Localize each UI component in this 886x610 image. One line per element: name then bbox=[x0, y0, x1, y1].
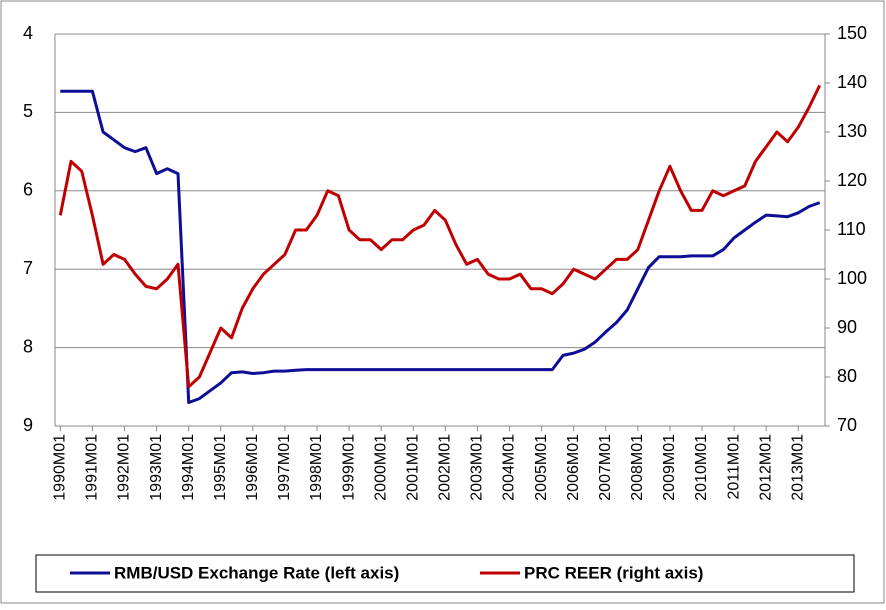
x-tick-label: 1991M01 bbox=[84, 434, 101, 501]
y2-tick-label: 150 bbox=[837, 23, 867, 43]
y2-tick-label: 110 bbox=[837, 219, 866, 239]
y2-tick-label: 120 bbox=[837, 170, 867, 190]
y-tick-label: 7 bbox=[23, 258, 33, 278]
series-line bbox=[58, 84, 822, 389]
y2-tick-label: 90 bbox=[837, 317, 857, 337]
x-tick-label: 1992M01 bbox=[116, 434, 133, 501]
y-tick-label: 5 bbox=[23, 101, 33, 121]
x-tick-label: 2006M01 bbox=[565, 434, 582, 501]
legend-label: RMB/USD Exchange Rate (left axis) bbox=[114, 563, 399, 582]
y-tick-label: 6 bbox=[23, 180, 33, 200]
y2-tick-label: 140 bbox=[837, 72, 867, 92]
x-tick-label: 1994M01 bbox=[180, 434, 197, 501]
legend-label: PRC REER (right axis) bbox=[524, 563, 703, 582]
x-tick-label: 2004M01 bbox=[501, 434, 518, 501]
x-tick-label: 2000M01 bbox=[372, 434, 389, 501]
x-tick-label: 2001M01 bbox=[404, 434, 421, 501]
x-tick-label: 2013M01 bbox=[789, 434, 806, 501]
y2-tick-label: 130 bbox=[837, 121, 867, 141]
x-tick-label: 2002M01 bbox=[437, 434, 454, 501]
x-tick-label: 2007M01 bbox=[597, 434, 614, 501]
x-tick-label: 2011M01 bbox=[725, 434, 742, 500]
y2-tick-label: 80 bbox=[837, 366, 857, 386]
x-tick-label: 1993M01 bbox=[148, 434, 165, 501]
x-tick-label: 1996M01 bbox=[244, 434, 261, 501]
x-tick-label: 2012M01 bbox=[757, 434, 774, 501]
x-tick-label: 2003M01 bbox=[469, 434, 486, 501]
y2-tick-label: 70 bbox=[837, 415, 857, 435]
x-tick-label: 1997M01 bbox=[276, 434, 293, 501]
x-tick-label: 2005M01 bbox=[533, 434, 550, 501]
x-tick-label: 1999M01 bbox=[340, 434, 357, 501]
x-tick-label: 1995M01 bbox=[212, 434, 229, 501]
y2-tick-label: 100 bbox=[837, 268, 867, 288]
y-tick-label: 9 bbox=[23, 415, 33, 435]
y-tick-label: 4 bbox=[23, 23, 33, 43]
y-tick-label: 8 bbox=[23, 336, 33, 356]
x-tick-label: 2009M01 bbox=[661, 434, 678, 501]
x-tick-label: 2010M01 bbox=[693, 434, 710, 501]
x-tick-label: 1998M01 bbox=[308, 434, 325, 501]
x-tick-label: 2008M01 bbox=[629, 434, 646, 501]
x-tick-label: 1990M01 bbox=[52, 434, 69, 501]
legend-box bbox=[35, 554, 855, 593]
